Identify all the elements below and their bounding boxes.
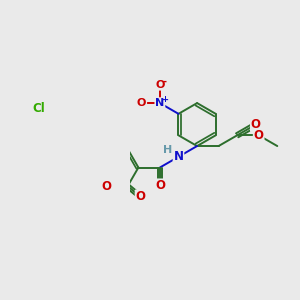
Text: O: O [254, 129, 264, 142]
Text: N: N [155, 98, 164, 108]
Text: O: O [136, 190, 146, 203]
Text: +: + [161, 95, 169, 104]
Text: -: - [163, 77, 167, 87]
Text: O: O [155, 179, 165, 192]
Text: N: N [173, 150, 184, 163]
Text: Cl: Cl [32, 102, 45, 115]
Text: O: O [137, 98, 146, 108]
Text: O: O [251, 118, 261, 131]
Text: H: H [163, 145, 172, 155]
Text: O: O [155, 80, 165, 90]
Text: O: O [101, 180, 111, 193]
